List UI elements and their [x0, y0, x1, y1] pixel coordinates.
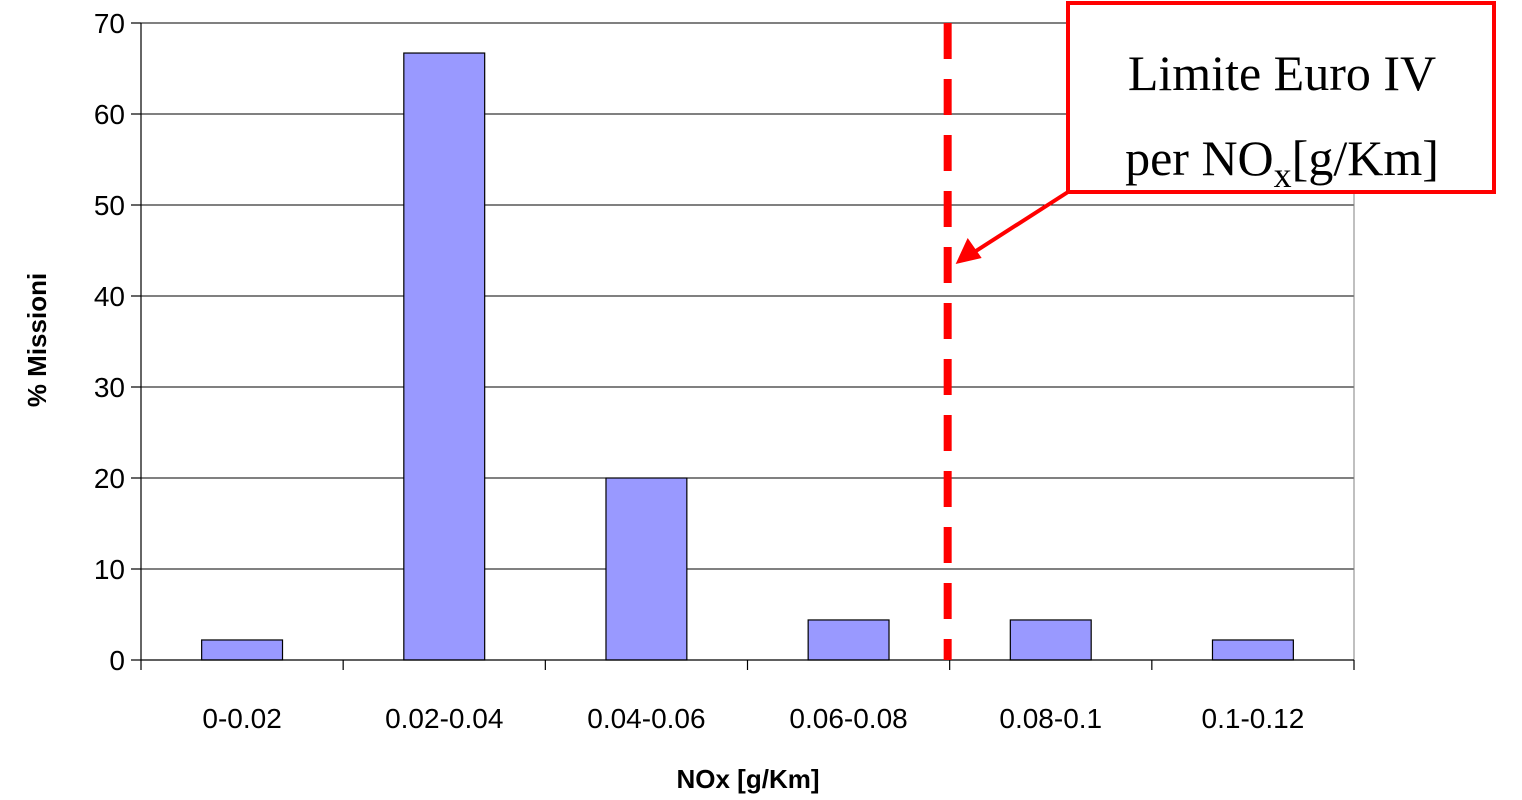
- annotation-subscript: x: [1274, 155, 1292, 195]
- y-tick-label: 20: [94, 463, 125, 494]
- annotation-line-1: Limite Euro IV: [1128, 45, 1436, 101]
- bar: [1009, 619, 1092, 661]
- bar: [1211, 639, 1294, 661]
- x-tick-label: 0.06-0.08: [789, 703, 907, 734]
- axes: [131, 22, 1355, 670]
- bar: [807, 619, 890, 661]
- y-tick-label: 0: [109, 645, 125, 676]
- gridlines: [141, 22, 1355, 660]
- arrow-head: [955, 238, 982, 264]
- y-axis-title: % Missioni: [22, 273, 52, 407]
- bar: [605, 477, 688, 661]
- x-axis-title: NOx [g/Km]: [677, 764, 820, 794]
- y-tick-label: 40: [94, 281, 125, 312]
- annotation-prefix: per NO: [1125, 130, 1274, 186]
- annotation-box: [1066, 1, 1496, 194]
- y-tick-label: 30: [94, 372, 125, 403]
- y-tick-label: 10: [94, 554, 125, 585]
- tick-labels: 0 10 20 30 40 50 60 70 0-0.02 0.02-0.04 0.04-0.06 0…: [94, 8, 1304, 734]
- y-tick-label: 60: [94, 99, 125, 130]
- annotation-callout: Limite Euro IV per NOx[g/Km]: [955, 1, 1496, 264]
- annotation-line-2: per NOx[g/Km]: [1125, 130, 1439, 195]
- y-tick-label: 70: [94, 8, 125, 39]
- bar: [201, 639, 284, 661]
- x-tick-label: 0-0.02: [202, 703, 281, 734]
- x-tick-label: 0.04-0.06: [587, 703, 705, 734]
- x-tick-label: 0.08-0.1: [999, 703, 1102, 734]
- y-tick-label: 50: [94, 190, 125, 221]
- bar: [403, 52, 486, 661]
- x-tick-label: 0.02-0.04: [385, 703, 503, 734]
- bars: [201, 52, 1294, 661]
- x-tick-label: 0.1-0.12: [1202, 703, 1305, 734]
- arrow-line: [968, 190, 1070, 257]
- annotation-suffix: [g/Km]: [1292, 130, 1439, 186]
